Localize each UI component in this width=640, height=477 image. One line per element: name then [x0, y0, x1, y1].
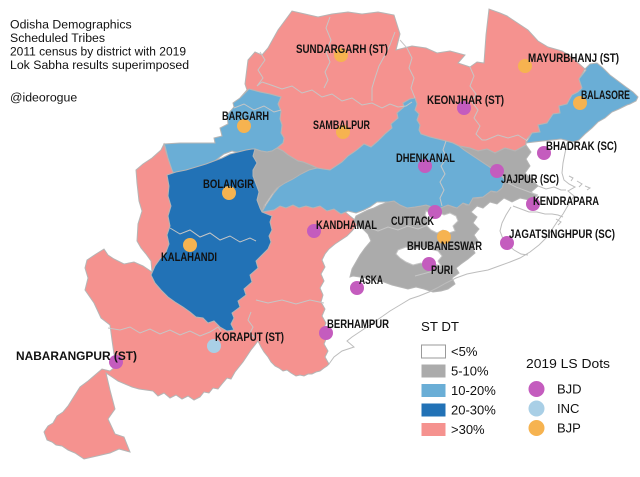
svg-text:CUTTACK: CUTTACK [391, 216, 435, 228]
svg-text:ST DT: ST DT [421, 319, 459, 334]
svg-text:KANDHAMAL: KANDHAMAL [316, 220, 377, 232]
svg-text:KALAHANDI: KALAHANDI [161, 252, 217, 264]
svg-text:20-30%: 20-30% [451, 403, 496, 418]
svg-text:DHENKANAL: DHENKANAL [396, 153, 455, 165]
svg-text:ASKA: ASKA [359, 275, 383, 287]
svg-text:2011 census by district with 2: 2011 census by district with 2019 [10, 45, 186, 59]
svg-text:BHUBANESWAR: BHUBANESWAR [407, 241, 483, 253]
svg-text:SUNDARGARH (ST): SUNDARGARH (ST) [296, 44, 388, 56]
svg-text:2019 LS Dots: 2019 LS Dots [526, 356, 611, 371]
svg-text:>30%: >30% [451, 422, 485, 437]
svg-text:Lok Sabha results superimposed: Lok Sabha results superimposed [10, 58, 189, 72]
svg-text:PURI: PURI [431, 265, 453, 277]
svg-text:BERHAMPUR: BERHAMPUR [327, 319, 390, 331]
svg-text:KENDRAPARA: KENDRAPARA [533, 196, 599, 208]
svg-text:BJD: BJD [557, 382, 582, 397]
svg-text:Odisha Demographics: Odisha Demographics [10, 18, 132, 32]
svg-text:BOLANGIR: BOLANGIR [203, 179, 255, 191]
svg-text:<5%: <5% [451, 344, 478, 359]
svg-text:KEONJHAR (ST): KEONJHAR (ST) [427, 95, 504, 107]
svg-text:BHADRAK (SC): BHADRAK (SC) [546, 141, 617, 153]
svg-text:BALASORE: BALASORE [581, 90, 630, 102]
svg-text:SAMBALPUR: SAMBALPUR [313, 120, 371, 132]
svg-text:NABARANGPUR (ST): NABARANGPUR (ST) [16, 351, 137, 363]
svg-text:KORAPUT (ST): KORAPUT (ST) [215, 332, 284, 344]
svg-text:10-20%: 10-20% [451, 383, 496, 398]
svg-text:BJP: BJP [557, 421, 581, 436]
svg-text:5-10%: 5-10% [451, 364, 489, 379]
svg-text:@ideorogue: @ideorogue [10, 91, 77, 105]
svg-text:Scheduled Tribes: Scheduled Tribes [10, 31, 105, 45]
svg-text:MAYURBHANJ (ST): MAYURBHANJ (ST) [528, 53, 619, 65]
svg-text:JAJPUR (SC): JAJPUR (SC) [501, 174, 559, 186]
svg-text:BARGARH: BARGARH [222, 111, 269, 123]
svg-text:INC: INC [557, 401, 579, 416]
svg-text:JAGATSINGHPUR (SC): JAGATSINGHPUR (SC) [509, 229, 615, 241]
